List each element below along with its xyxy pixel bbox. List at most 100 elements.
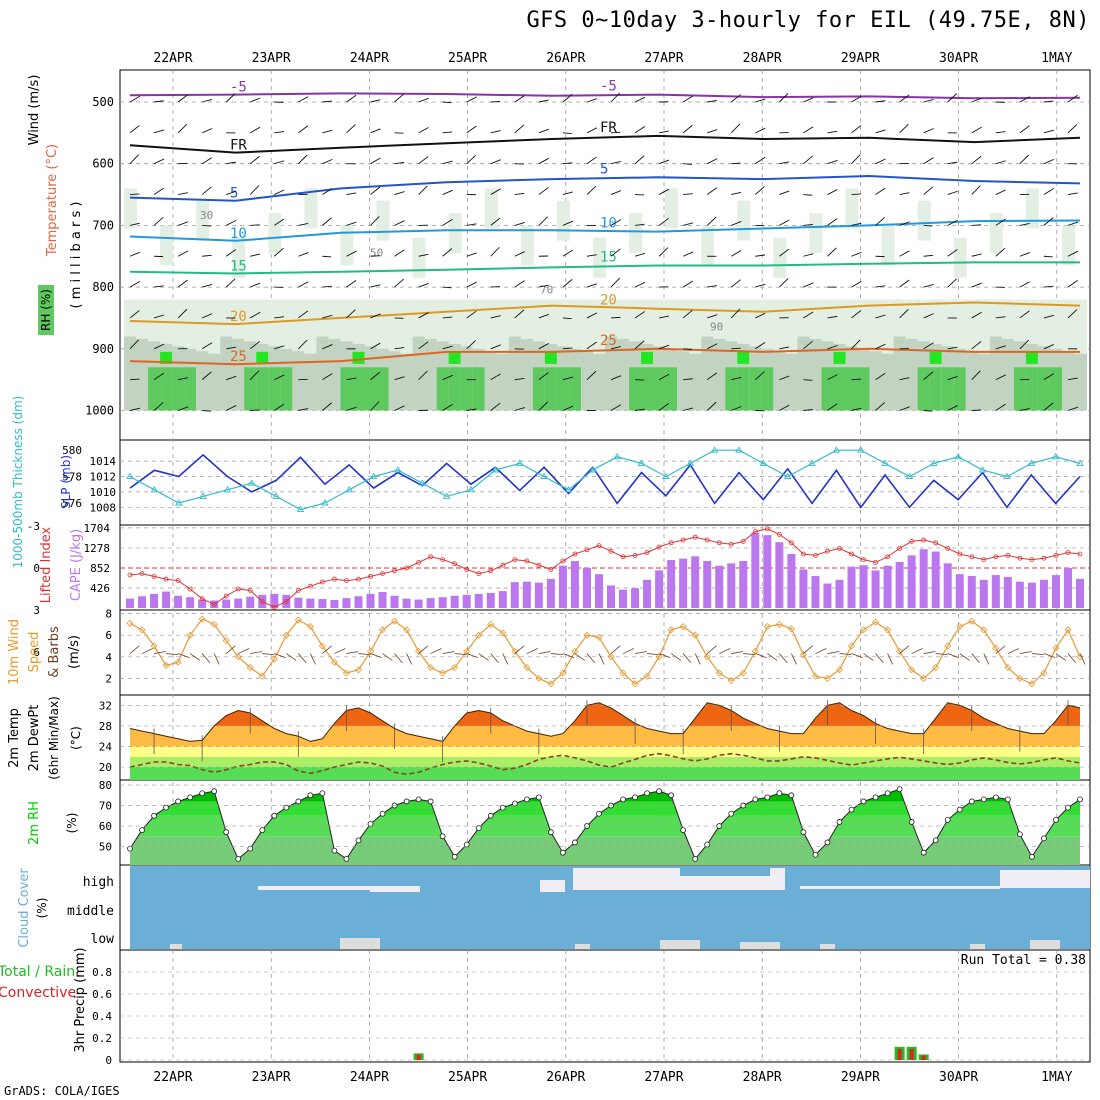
cape-bar [739, 561, 748, 608]
wind-barb [226, 190, 237, 195]
cape-bar [246, 596, 255, 608]
wind-barb [442, 218, 453, 226]
rh-point [127, 845, 133, 852]
rh-point [572, 839, 578, 846]
surface-wind-barb [971, 653, 980, 664]
wind-barb [658, 247, 669, 257]
rh-area [304, 188, 318, 229]
rh-point [175, 798, 182, 805]
rh-point [487, 812, 494, 819]
isotherm-10 [129, 219, 1081, 242]
low-cloud-block [575, 944, 590, 949]
wind-barb [755, 371, 765, 380]
cape-bar [655, 570, 664, 608]
wind-barb [514, 251, 525, 257]
rh-area [556, 367, 570, 411]
date-label-top: 28APR [743, 51, 782, 66]
wind-barb [538, 372, 549, 381]
lifted-index-point [957, 551, 963, 557]
surface-wind-barb [935, 653, 948, 656]
precip-tick: 0.2 [92, 1032, 112, 1045]
rh-area [508, 336, 522, 411]
rh-area [857, 367, 871, 411]
rh-area [917, 200, 931, 241]
wind-speed-line [129, 618, 1081, 685]
cape-bar [1039, 579, 1048, 608]
wind-barb [947, 405, 958, 411]
thickness-point [978, 466, 987, 473]
wind-barb [899, 279, 910, 288]
wind-barb [707, 285, 717, 288]
wind-barb [658, 217, 669, 226]
wind-barb [586, 127, 598, 134]
surface-wind-barb [887, 653, 894, 665]
rh-area [665, 188, 679, 229]
pressure-axis-label: ( m i l l i b a r s ) [69, 202, 84, 309]
wind-speed-point [126, 619, 134, 627]
wind-barb [971, 409, 982, 411]
wind-barb [683, 348, 693, 350]
rh-point [535, 794, 542, 801]
rh-area [448, 351, 462, 364]
rh-point [475, 825, 482, 831]
slp-axis-label: SLP (mb) [59, 455, 73, 509]
wind-barb [562, 347, 573, 350]
cape-bar [835, 579, 844, 608]
wind-barb [418, 127, 429, 134]
cape-bar [582, 568, 591, 608]
cape-bar [991, 575, 1000, 608]
wind-barb [971, 311, 982, 319]
wind-barb [803, 379, 813, 381]
wind-barb [201, 128, 213, 134]
wind-barb [442, 316, 453, 319]
wind-speed-point [655, 653, 663, 661]
lifted-index-point [187, 586, 193, 592]
wind-speed-point [306, 622, 314, 631]
rh-area [136, 338, 150, 411]
surface-wind-barb [899, 645, 910, 654]
wind-barb [947, 346, 958, 350]
rh-area [869, 351, 883, 411]
thickness-line [129, 449, 1081, 511]
wind-barb [851, 154, 861, 165]
rh-point [764, 794, 771, 801]
wind-barb [610, 92, 620, 103]
wind-speed-point [427, 664, 435, 672]
rh-area [749, 367, 763, 411]
isotherm-label: 25 [230, 349, 247, 365]
high-cloud-block [258, 886, 370, 890]
wind-barb [562, 191, 573, 195]
wind-barb [634, 126, 646, 134]
cloud-axis-unit: (%) [35, 898, 49, 919]
thickness-point [759, 459, 768, 466]
wind-barb [706, 216, 717, 226]
wind-barb [1019, 96, 1030, 103]
temp-band [130, 746, 1080, 757]
rh-point [848, 806, 855, 813]
wind-barb [827, 374, 838, 381]
wind-barb [971, 155, 982, 165]
lifted-index-point [969, 554, 975, 560]
wind-barb [586, 156, 597, 165]
wind-speed-point [763, 622, 771, 631]
lifted-index-point [608, 548, 614, 554]
wind-barb [153, 100, 164, 103]
wind-barb [129, 193, 140, 195]
cape-bar [390, 595, 399, 608]
rh-axis-label: RH (%) [39, 289, 53, 331]
wind-barb [442, 286, 452, 289]
wind-barb [755, 312, 766, 319]
wind-barb [418, 156, 429, 165]
lifted-index-point [813, 553, 818, 558]
wind-barb [659, 130, 669, 134]
cape-bar [534, 582, 543, 608]
wind-barb [923, 410, 933, 412]
cape-bar [138, 596, 147, 608]
slp-tick: 1008 [90, 501, 117, 514]
wind-barb [851, 378, 861, 381]
rh-point [1041, 835, 1047, 842]
isotherm-FR [129, 134, 1081, 154]
rh-contour-label: 90 [710, 320, 723, 333]
rh-point [439, 833, 446, 840]
wind-barb [153, 285, 164, 288]
